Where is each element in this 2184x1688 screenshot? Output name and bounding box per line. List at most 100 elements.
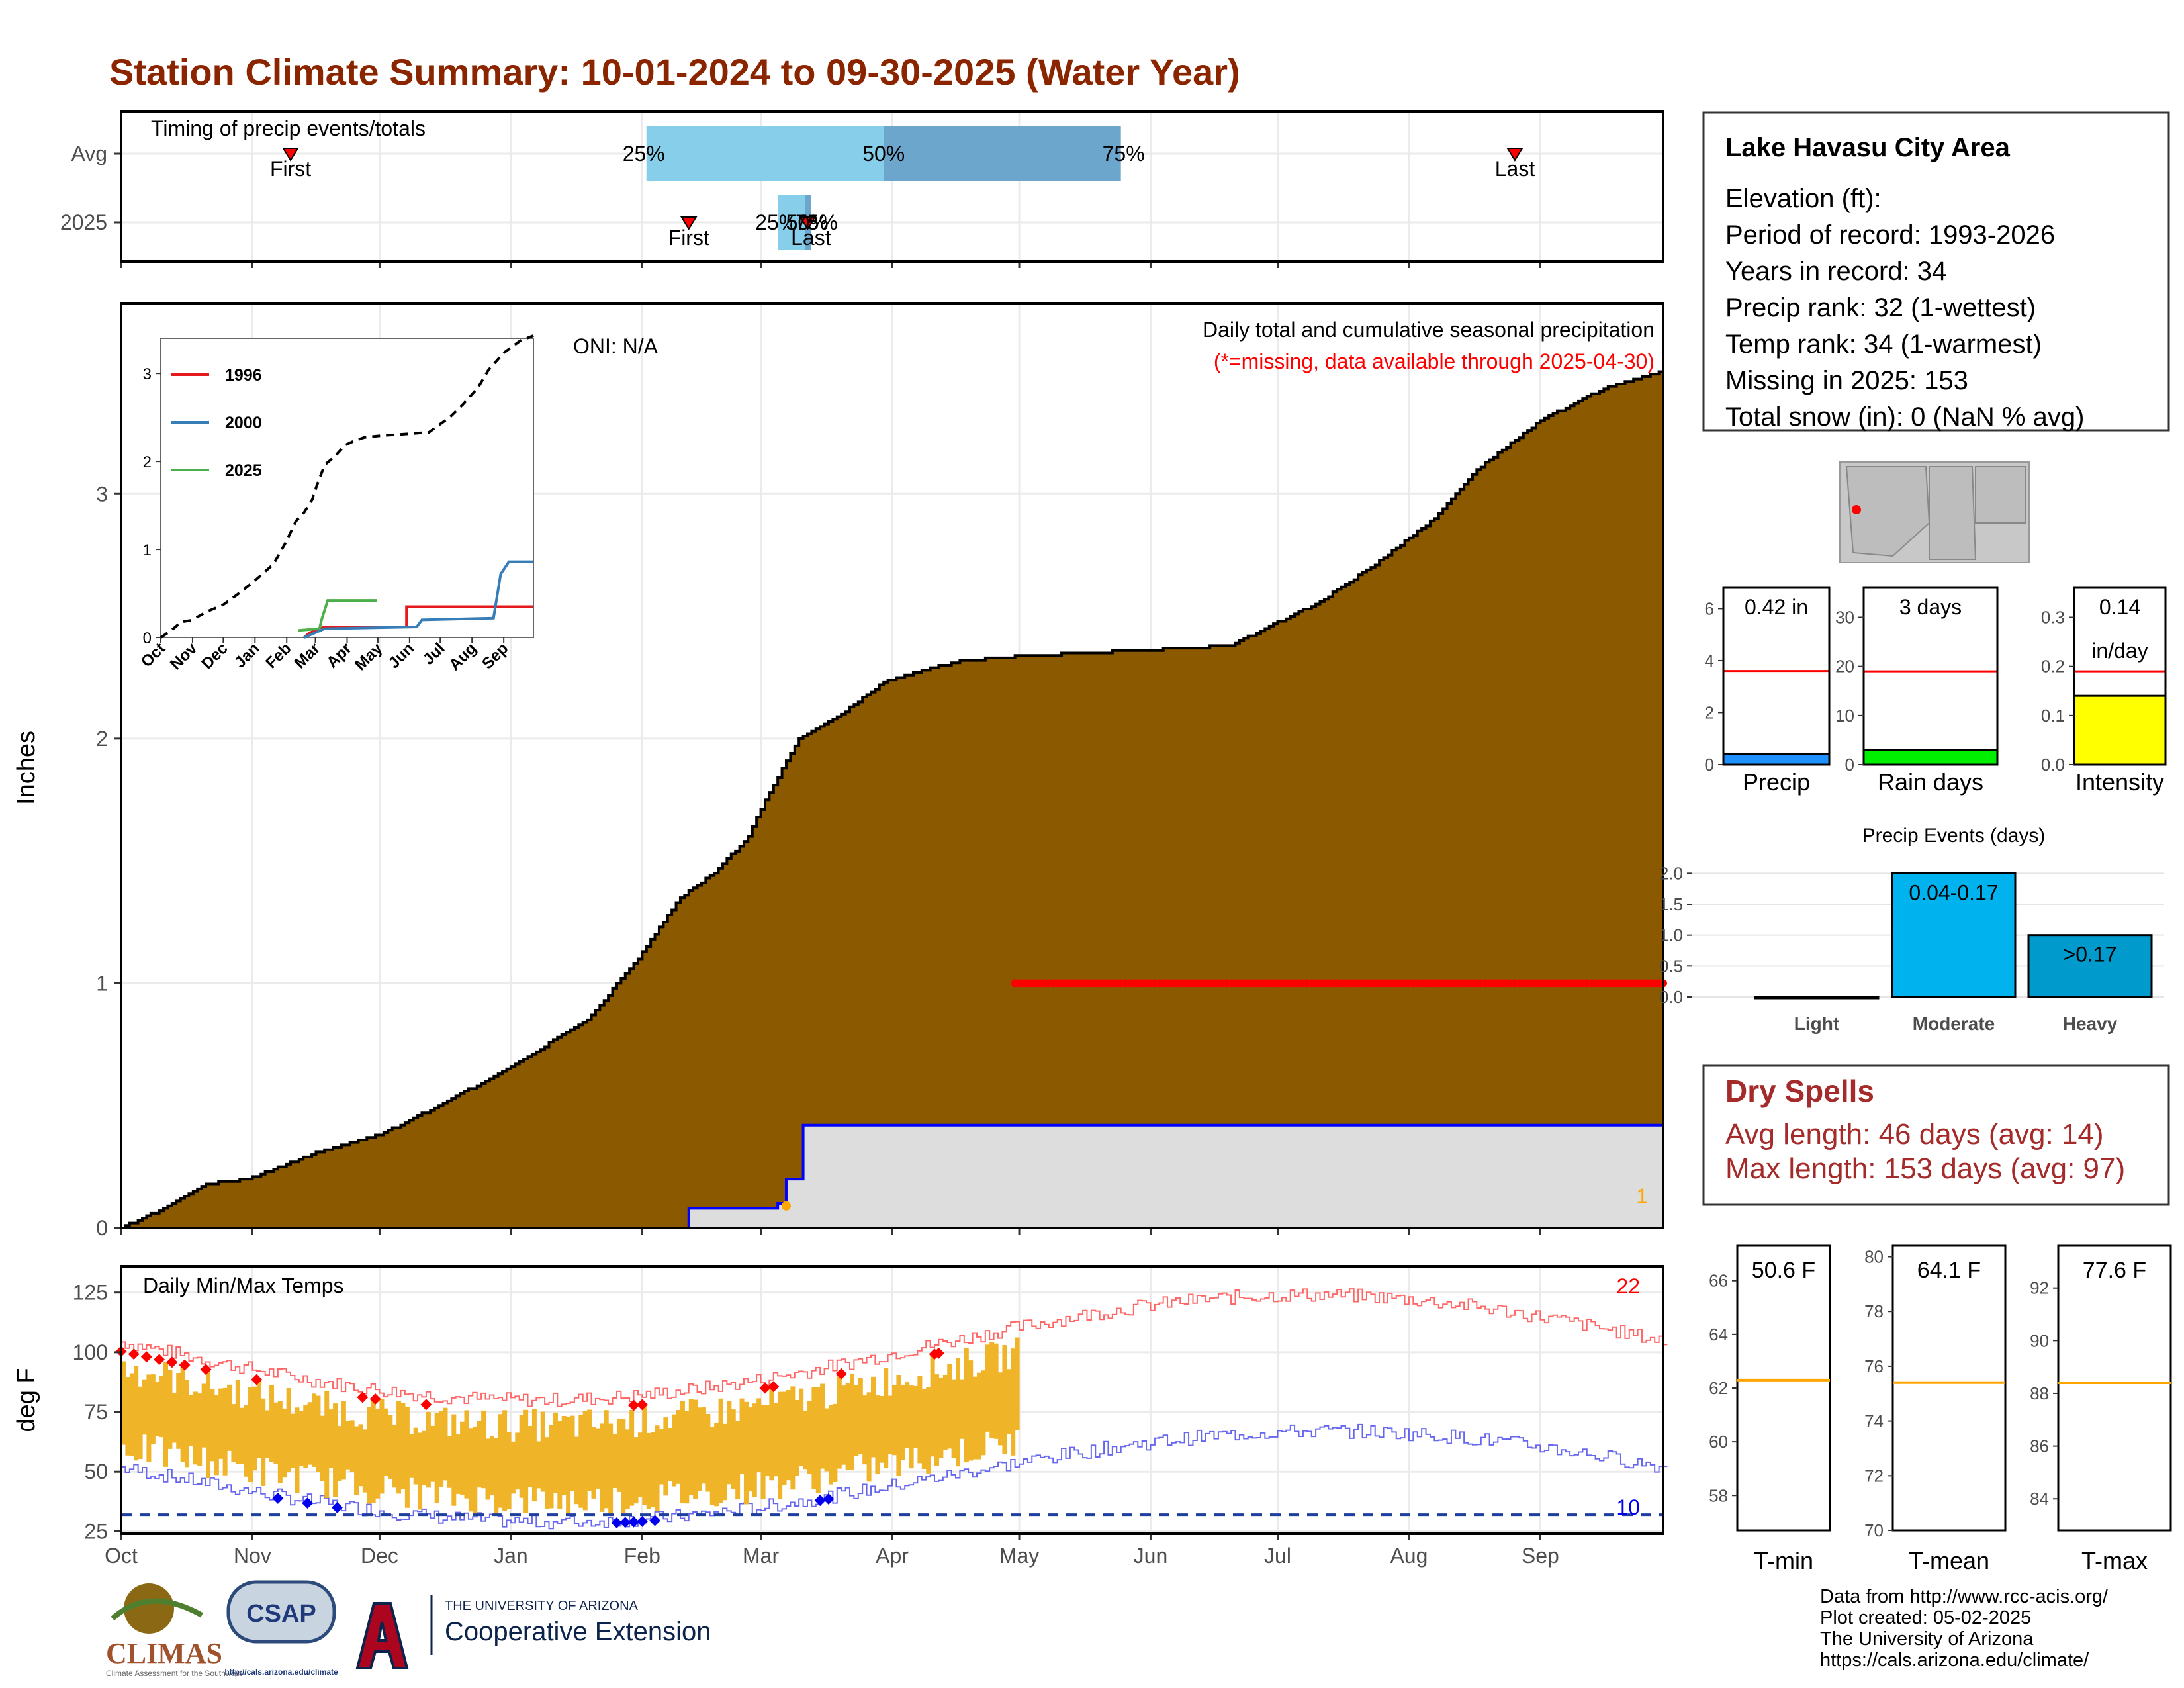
small-bar-value: 3 days: [1899, 595, 1962, 619]
daily-temp-bar: [849, 1373, 854, 1470]
daily-temp-bar: [282, 1409, 287, 1478]
daily-temp-bar: [748, 1407, 753, 1492]
y-tick-label: 60: [1709, 1432, 1728, 1452]
record-low-marker: [619, 1517, 631, 1528]
daily-temp-bar: [887, 1395, 893, 1454]
inset-2000-line: [303, 560, 533, 639]
daily-temp-bar: [803, 1411, 808, 1470]
daily-temp-bar: [884, 1368, 889, 1468]
station-info-line: Temp rank: 34 (1-warmest): [1725, 330, 2042, 359]
daily-temp-bar: [506, 1432, 512, 1510]
daily-temp-bar: [989, 1342, 995, 1438]
daily-temp-bar: [536, 1441, 541, 1489]
daily-temp-bar: [349, 1420, 355, 1472]
daily-temp-bar: [790, 1386, 796, 1490]
daily-temp-bar: [1015, 1337, 1020, 1430]
daily-temp-bar: [655, 1425, 660, 1512]
precip-panel: 0 1 2 3 Inches ONI: N/A Daily total and cumula…: [13, 302, 1667, 1240]
cur-first-marker: [680, 216, 698, 230]
daily-temp-bar: [981, 1370, 986, 1456]
event-category-label: Light: [1794, 1013, 1839, 1034]
y-tick-label: 0.1: [2041, 706, 2065, 726]
daily-temp-bar: [646, 1432, 651, 1509]
daily-temp-bar: [240, 1407, 245, 1464]
note-line-2: (*=missing, data available through 2025-…: [1214, 350, 1655, 373]
daily-temp-bar: [418, 1432, 423, 1510]
daily-temp-bar: [743, 1401, 749, 1505]
avg-first-label: First: [270, 157, 311, 181]
daily-temp-bar: [942, 1374, 948, 1450]
y-tick-label: 20: [1835, 657, 1854, 677]
y-tick-label: 78: [1864, 1301, 1884, 1321]
daily-temp-bar: [633, 1437, 639, 1504]
ua-cooperative-extension: Cooperative Extension: [445, 1617, 711, 1646]
daily-temp-bar: [612, 1433, 617, 1489]
daily-temp-bar: [214, 1395, 219, 1476]
inset-2025-line: [298, 599, 377, 632]
daily-temp-bar: [756, 1398, 762, 1472]
daily-temp-bar: [481, 1410, 486, 1489]
daily-temp-bar: [375, 1409, 381, 1499]
small-chart-frame: [2073, 586, 2167, 766]
daily-temp-bar: [189, 1395, 194, 1446]
daily-temp-bar: [222, 1387, 228, 1476]
daily-temp-bar: [146, 1374, 152, 1462]
daily-temp-bar: [252, 1386, 257, 1471]
y-tick-label: 0.0: [1659, 987, 1683, 1007]
y-tick-label: 75: [84, 1400, 108, 1424]
station-info-line: Total snow (in): 0 (NaN % avg): [1725, 402, 2084, 432]
daily-temp-bar: [913, 1385, 919, 1448]
daily-temp-bar: [341, 1401, 346, 1480]
daily-temp-bar: [404, 1406, 410, 1508]
daily-temp-bar: [549, 1425, 554, 1509]
daily-temp-bar: [921, 1389, 927, 1470]
daily-temp-bar: [799, 1388, 804, 1466]
station-box: [1702, 111, 2170, 432]
daily-temp-bar: [434, 1413, 439, 1503]
daily-temp-bar: [494, 1438, 499, 1514]
daily-temp-bar: [261, 1398, 266, 1486]
daily-temp-bar: [392, 1425, 397, 1488]
daily-temp-bar: [828, 1405, 833, 1485]
daily-temp-bar: [468, 1428, 473, 1512]
climas-wordmark: CLIMAS: [106, 1637, 222, 1669]
temp-box-value: 50.6 F: [1752, 1258, 1815, 1283]
daily-temp-bar: [422, 1430, 427, 1485]
note-line-1: Daily total and cumulative seasonal prec…: [1203, 318, 1655, 342]
daily-temp-bar: [138, 1386, 143, 1459]
y-tick-label: 84: [2030, 1489, 2049, 1509]
daily-temp-bar: [764, 1405, 770, 1476]
y-tick-label: 58: [1709, 1485, 1728, 1505]
daily-temp-bar: [693, 1399, 698, 1499]
station-info-line: Years in record: 34: [1725, 257, 1946, 286]
university-of-arizona-logo: [355, 1602, 409, 1669]
climas-logo-mark: [124, 1583, 174, 1634]
inset-y-label: 3: [143, 365, 152, 383]
daily-temp-bar: [930, 1354, 935, 1457]
daily-temp-bar: [993, 1343, 999, 1439]
temp-box-label: T-max: [2081, 1547, 2148, 1574]
daily-temp-bar: [193, 1391, 198, 1465]
daily-temp-bar: [269, 1385, 275, 1462]
record-high-marker: [420, 1399, 432, 1411]
daily-temp-bar: [892, 1385, 897, 1456]
daily-temp-bar: [316, 1395, 321, 1472]
y-tick-label: 70: [1864, 1521, 1884, 1540]
daily-temp-bar: [510, 1441, 516, 1494]
inset-y-label: 2: [143, 453, 152, 471]
station-name: Lake Havasu City Area: [1725, 133, 2011, 162]
daily-temp-bar: [540, 1411, 545, 1492]
y-tick-label: 10: [1835, 706, 1854, 726]
credit-line: Data from http://www.rcc-acis.org/: [1820, 1586, 2109, 1607]
daily-temp-bar: [409, 1434, 414, 1478]
y-tick-label: 2: [96, 727, 108, 751]
y-tick-label: 100: [73, 1340, 108, 1364]
y-tick-label: 76: [1864, 1356, 1884, 1376]
temp-box-label: T-mean: [1909, 1547, 1989, 1574]
high-count: 22: [1616, 1274, 1640, 1298]
rank-label: 1: [1636, 1184, 1648, 1208]
daily-temp-bar: [473, 1426, 478, 1515]
dry-spells-avg: Avg length: 46 days (avg: 14): [1725, 1118, 2104, 1150]
